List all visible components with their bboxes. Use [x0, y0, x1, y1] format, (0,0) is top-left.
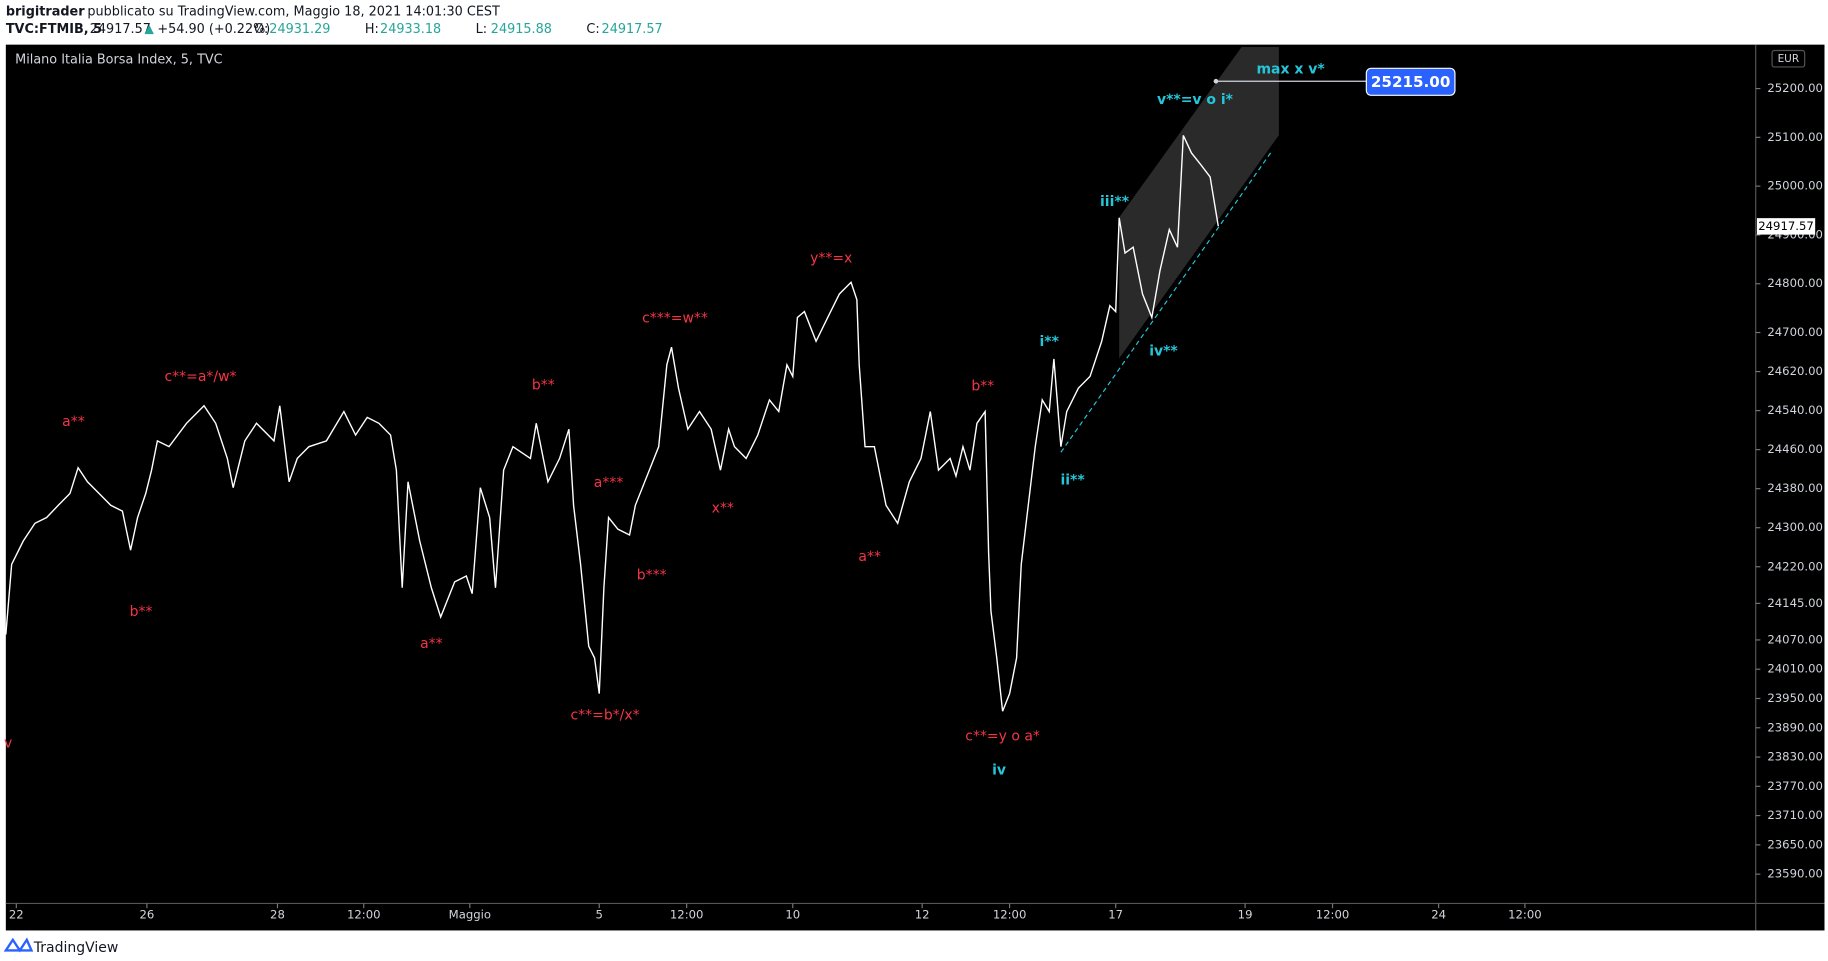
y-tick-label: 24220.00	[1767, 559, 1823, 573]
wave-label: iii**	[1100, 194, 1130, 210]
wave-label: ii**	[1060, 472, 1085, 488]
ohlc-label: L:	[476, 22, 487, 37]
wave-label: a**	[858, 549, 881, 565]
brand: TradingView	[33, 940, 118, 956]
y-tick-label: 24300.00	[1767, 520, 1823, 534]
ohlc-label: O:	[254, 22, 268, 37]
x-tick-label: 17	[1108, 908, 1123, 922]
target-anchor	[1213, 78, 1219, 84]
y-tick-label: 25200.00	[1767, 81, 1823, 95]
x-tick-label: Maggio	[449, 908, 491, 922]
x-tick-label: 26	[139, 908, 154, 922]
ohlc-label: H:	[365, 22, 379, 37]
wave-label: b***	[637, 568, 667, 584]
ohlc-label: C:	[586, 22, 599, 37]
wave-label: x**	[712, 501, 734, 517]
y-tick-label: 23770.00	[1767, 779, 1823, 793]
x-tick-label: 28	[270, 908, 285, 922]
x-tick-label: 12:00	[670, 908, 704, 922]
chart-title: Milano Italia Borsa Index, 5, TVC	[15, 52, 222, 67]
wave-label: c**=a*/w*	[164, 369, 236, 385]
logo	[3, 937, 34, 953]
change: +54.90 (+0.22%)	[157, 22, 270, 37]
ohlc-value: 24933.18	[380, 22, 441, 37]
y-tick-label: 24145.00	[1767, 596, 1823, 610]
wave-label: i**	[1040, 334, 1060, 350]
y-tick-label: 23650.00	[1767, 837, 1823, 851]
x-tick-label: 12:00	[1316, 908, 1350, 922]
target-box	[1365, 67, 1456, 96]
y-tick-label: 24460.00	[1767, 442, 1823, 456]
y-tick-label: 23950.00	[1767, 691, 1823, 705]
y-tick-label: 25000.00	[1767, 179, 1823, 193]
wave-label: b**	[130, 604, 153, 620]
y-tick-label: 24380.00	[1767, 481, 1823, 495]
currency: EUR	[1778, 53, 1800, 65]
wave-label: a**	[62, 414, 85, 430]
wave-label: iv**	[1149, 343, 1178, 359]
wave-label: v**=v o i*	[1157, 92, 1234, 108]
y-tick-label: 24800.00	[1767, 276, 1823, 290]
wave-label: c**=b*/x*	[570, 707, 639, 723]
wave-label: c**=y o a*	[965, 729, 1040, 745]
x-tick-label: 5	[596, 908, 603, 922]
wave-label: a***	[594, 475, 624, 491]
x-tick-label: 24	[1431, 908, 1446, 922]
author: brigitrader	[6, 4, 85, 19]
y-tick-label: 24620.00	[1767, 364, 1823, 378]
y-tick-label: 23890.00	[1767, 720, 1823, 734]
wave-label: y**=x	[810, 250, 852, 266]
y-tick-label: 24540.00	[1767, 403, 1823, 417]
published: pubblicato su TradingView.com, Maggio 18…	[87, 4, 500, 19]
ohlc-value: 24915.88	[491, 22, 552, 37]
y-tick-label: 24010.00	[1767, 662, 1823, 676]
ohlc-value: 24931.29	[269, 22, 330, 37]
wave-label: c***=w**	[642, 310, 708, 326]
x-tick-label: 12:00	[347, 908, 381, 922]
y-tick-label: 23830.00	[1767, 750, 1823, 764]
y-tick-label: 24070.00	[1767, 632, 1823, 646]
up-icon	[144, 24, 154, 35]
wave-label: b**	[971, 378, 994, 394]
x-tick-label: 12:00	[993, 908, 1027, 922]
currency-box	[1771, 49, 1806, 68]
chart-area	[5, 44, 1825, 931]
wave-label: iv	[992, 763, 1006, 779]
symbol: TVC:FTMIB, 5	[6, 22, 102, 37]
wave-label: v	[4, 736, 12, 752]
x-tick-label: 19	[1238, 908, 1253, 922]
channel	[1119, 46, 1279, 359]
last: 24917.57	[90, 22, 151, 37]
x-tick-label: 12	[915, 908, 930, 922]
trend-line	[1060, 152, 1272, 453]
ohlc-value: 24917.57	[602, 22, 663, 37]
last-price-label: 24917.57	[1758, 219, 1814, 233]
plot: 25200.0025100.0025000.0024900.0024800.00…	[4, 61, 1823, 921]
x-tick-label: 22	[9, 908, 24, 922]
last-price-box	[1756, 218, 1816, 235]
y-tick-label: 23710.00	[1767, 808, 1823, 822]
y-tick-label: 23590.00	[1767, 867, 1823, 881]
y-tick-label: 24700.00	[1767, 325, 1823, 339]
y-tick-label: 25100.00	[1767, 130, 1823, 144]
target-label: 25215.00	[1371, 73, 1451, 91]
x-tick-label: 10	[785, 908, 800, 922]
wave-label: a**	[420, 636, 443, 652]
wave-label: b**	[532, 377, 555, 393]
ohlc: O: 24931.29 H: 24933.18 L: 24915.88 C: 24917.57	[254, 22, 663, 37]
price-line	[5, 135, 1219, 712]
wave-label: max x v*	[1256, 61, 1325, 77]
x-tick-label: 12:00	[1508, 908, 1542, 922]
